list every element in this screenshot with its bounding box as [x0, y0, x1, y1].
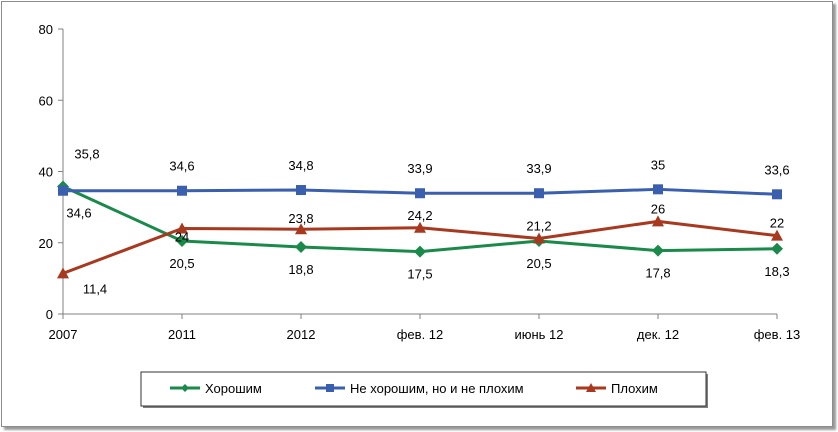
series-2-point [176, 222, 188, 234]
y-tick-label: 40 [39, 165, 53, 180]
legend-label-2: Плохим [611, 381, 658, 396]
x-tick-label: 2007 [49, 327, 78, 342]
x-tick-label: фев. 12 [397, 327, 444, 342]
series-1-point [534, 188, 544, 199]
series-layer [57, 180, 783, 279]
y-tick-label: 0 [46, 307, 53, 322]
legend-label-1: Не хорошим, но и не плохим [350, 381, 524, 396]
legend-marker-triangle [586, 383, 596, 392]
legend: Хорошим Не хорошим, но и не плохим Плохим [140, 371, 708, 408]
data-label: 21,2 [526, 218, 551, 233]
series-0-point [176, 234, 188, 247]
series-1-point [296, 185, 306, 196]
y-tick-label: 60 [39, 93, 53, 108]
data-label: 24,2 [407, 208, 432, 223]
legend-marker-diamond [181, 384, 189, 392]
series-1-point [653, 184, 663, 195]
data-labels: 35,8 20,5 18,8 17,5 20,5 17,8 18,3 34,6 34,6 34,8… [66, 146, 789, 296]
x-tick-label: июнь 12 [514, 327, 563, 342]
x-tick-label: фев. 13 [754, 327, 801, 342]
series-1-point [58, 185, 68, 196]
data-label: 20,5 [526, 256, 551, 271]
data-label: 18,8 [288, 262, 313, 277]
y-tick-label: 80 [39, 22, 53, 37]
data-label: 33,9 [526, 161, 551, 176]
x-tick-label: 2012 [287, 327, 316, 342]
x-tick-label: 2011 [168, 327, 196, 342]
series-1-point [177, 185, 187, 196]
data-label: 17,8 [645, 266, 670, 281]
series-2-point [295, 223, 307, 235]
series-0-point [295, 241, 307, 254]
y-tick-label: 20 [39, 236, 53, 251]
data-label: 33,9 [407, 161, 432, 176]
data-label: 26 [651, 201, 665, 216]
legend-box [140, 371, 707, 407]
series-2-point [771, 229, 783, 241]
data-label: 20,5 [169, 256, 194, 271]
data-label: 34,6 [66, 206, 91, 221]
data-label: 33,6 [764, 162, 789, 177]
data-label: 18,3 [764, 264, 789, 279]
data-label: 35,8 [74, 146, 99, 161]
data-label: 35 [651, 157, 665, 172]
series-0-point [414, 245, 426, 258]
legend-label-0: Хорошим [205, 381, 262, 396]
series-0-point [771, 242, 783, 255]
series-0-point [652, 244, 664, 257]
x-axis: 2007 2011 2012 фев. 12 июнь 12 дек. 12 фев. 13 [49, 313, 801, 342]
data-label: 34,8 [288, 158, 313, 173]
series-2-point [533, 232, 545, 244]
data-label: 23,8 [288, 211, 313, 226]
data-label: 17,5 [407, 267, 432, 282]
series-2-point [57, 267, 69, 279]
data-label: 34,6 [169, 159, 194, 174]
series-2-point [652, 215, 664, 227]
series-2-point [414, 221, 426, 233]
x-tick-label: дек. 12 [637, 327, 679, 342]
series-1-point [772, 189, 782, 200]
data-label: 11,4 [83, 281, 107, 296]
y-axis: 0 20 40 60 80 [39, 22, 64, 322]
chart-frame [1, 1, 833, 427]
data-label: 22 [770, 216, 784, 231]
series-1-point [415, 188, 425, 199]
legend-marker-square [326, 384, 334, 392]
data-label: 24 [175, 230, 189, 245]
